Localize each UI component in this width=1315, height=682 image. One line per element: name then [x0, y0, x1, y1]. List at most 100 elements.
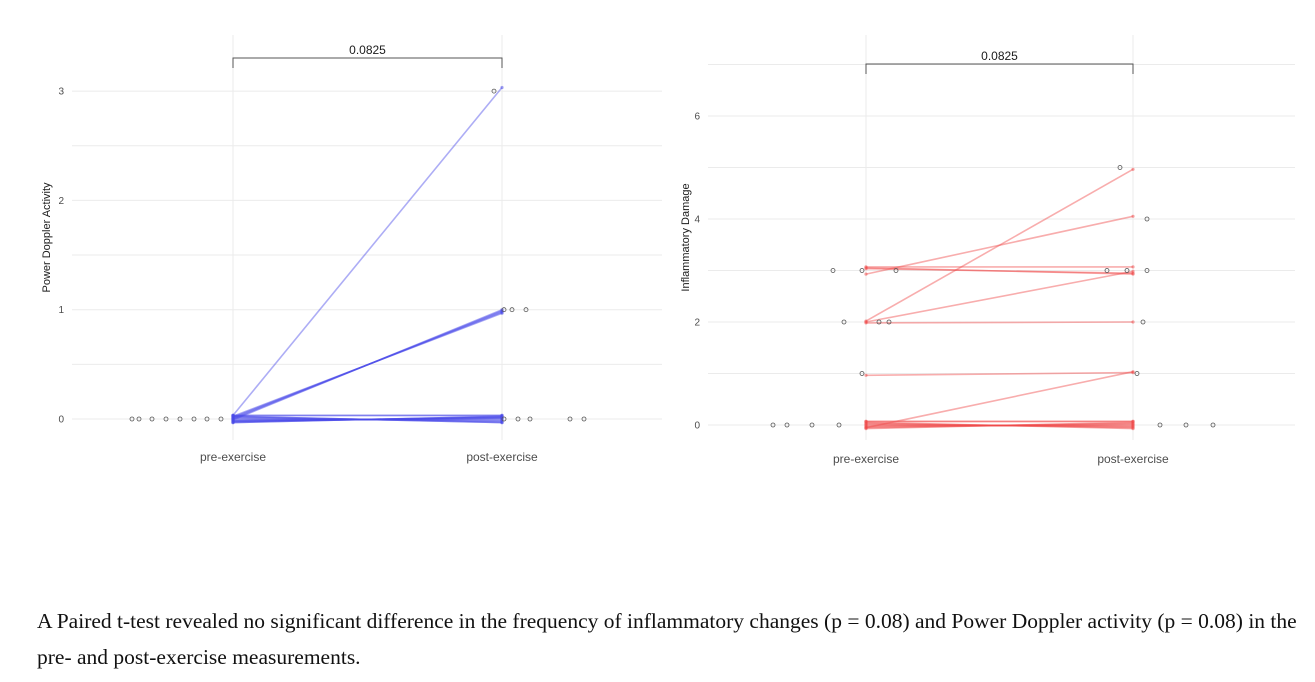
- y-tick-label: 2: [694, 318, 700, 329]
- paired-line: [865, 423, 1134, 428]
- y-axis-title: Power Doppler Activity: [41, 182, 53, 293]
- figure-caption: A Paired t-test revealed no significant …: [37, 609, 1297, 669]
- paired-line: [232, 415, 503, 424]
- paired-line: [865, 371, 1134, 377]
- data-point: [500, 85, 504, 90]
- y-tick-label: 0: [694, 421, 700, 432]
- outlier-point: [581, 416, 587, 422]
- outlier-point: [886, 319, 892, 325]
- data-point: [1131, 370, 1135, 374]
- y-tick-label: 1: [58, 305, 64, 316]
- outlier-point: [876, 319, 882, 325]
- paired-line: [232, 86, 503, 416]
- data-point: [1131, 167, 1135, 171]
- outlier-point: [509, 307, 515, 313]
- paired-line: [232, 415, 503, 424]
- y-tick-label: 4: [694, 215, 700, 226]
- outlier-point: [859, 268, 865, 273]
- chart-panel-2: 0 2 4 6 Inflammatory Damage pre-exercise post-…: [680, 35, 1295, 466]
- data-point: [231, 414, 235, 418]
- outlier-point: [1104, 268, 1110, 273]
- outlier-point: [770, 422, 776, 428]
- x-category-label: post-exercise: [1097, 452, 1169, 466]
- outlier-point: [1144, 268, 1150, 273]
- outlier-point: [1134, 371, 1140, 376]
- y-tick-label: 0: [58, 415, 64, 426]
- paired-line: [865, 267, 1134, 275]
- paired-line: [865, 424, 1134, 427]
- outlier-point: [501, 416, 507, 422]
- paired-line: [865, 423, 1134, 428]
- data-point: [1131, 269, 1135, 273]
- paired-line: [232, 416, 503, 423]
- data-point: [500, 421, 504, 425]
- paired-line: [232, 418, 503, 421]
- outlier-point: [491, 88, 497, 94]
- data-point: [864, 427, 868, 431]
- outlier-point: [501, 307, 507, 313]
- outlier-point: [809, 422, 815, 428]
- paired-line: [232, 418, 503, 421]
- data-point: [500, 413, 504, 417]
- outlier-point: [163, 416, 169, 422]
- outlier-point: [515, 416, 521, 422]
- paired-line: [865, 422, 1134, 429]
- significance-label: 0.0825: [981, 49, 1018, 63]
- outlier-point: [1140, 319, 1146, 325]
- y-tick-label: 6: [694, 112, 700, 123]
- y-tick-label: 2: [58, 196, 64, 207]
- paired-line: [232, 417, 503, 422]
- paired-line: [232, 417, 503, 422]
- outlier-point: [1117, 165, 1123, 170]
- paired-line: [865, 421, 1134, 430]
- data-point: [864, 419, 868, 423]
- outlier-point: [893, 268, 899, 273]
- data-point: [864, 272, 868, 276]
- outlier-point: [129, 416, 135, 422]
- x-category-label: post-exercise: [466, 450, 538, 464]
- paired-line: [865, 168, 1134, 322]
- outlier-point: [177, 416, 183, 422]
- y-tick-label: 3: [58, 87, 64, 98]
- paired-line: [232, 417, 503, 422]
- outlier-point: [191, 416, 197, 422]
- paired-line: [865, 421, 1134, 430]
- chart-canvas: 0 1 2 3 Power Doppler Activity pre-exercise po…: [41, 35, 1295, 466]
- data-point: [864, 267, 868, 271]
- outlier-point: [1124, 268, 1130, 273]
- outlier-point: [523, 307, 529, 313]
- figure: 0 1 2 3 Power Doppler Activity pre-exercise po…: [41, 35, 1295, 466]
- paired-line: [232, 416, 503, 423]
- paired-line: [865, 270, 1134, 323]
- x-category-label: pre-exercise: [200, 450, 266, 464]
- data-point: [1131, 214, 1135, 218]
- outlier-point: [859, 371, 865, 376]
- paired-line: [232, 415, 503, 424]
- y-axis-title: Inflammatory Damage: [680, 183, 692, 291]
- data-point: [864, 321, 868, 325]
- outlier-point: [830, 268, 836, 273]
- paired-line: [865, 321, 1134, 324]
- paired-line: [865, 422, 1134, 429]
- data-point: [1131, 419, 1135, 423]
- paired-line: [865, 424, 1134, 427]
- paired-line: [232, 310, 503, 419]
- significance-bracket: [232, 57, 503, 68]
- x-category-label: pre-exercise: [833, 452, 899, 466]
- outlier-point: [136, 416, 142, 422]
- outlier-point: [149, 416, 155, 422]
- paired-line: [865, 267, 1134, 274]
- outlier-point: [1157, 422, 1163, 428]
- paired-line: [232, 415, 503, 424]
- outlier-point: [841, 319, 847, 325]
- paired-line: [865, 370, 1134, 429]
- paired-line: [865, 215, 1134, 275]
- significance-bracket: [865, 63, 1134, 74]
- outlier-point: [1183, 422, 1189, 428]
- outlier-point: [836, 422, 842, 428]
- outlier-point: [567, 416, 573, 422]
- data-point: [1131, 265, 1135, 269]
- significance-label: 0.0825: [349, 43, 386, 57]
- outlier-point: [1144, 216, 1150, 222]
- paired-line: [232, 312, 503, 418]
